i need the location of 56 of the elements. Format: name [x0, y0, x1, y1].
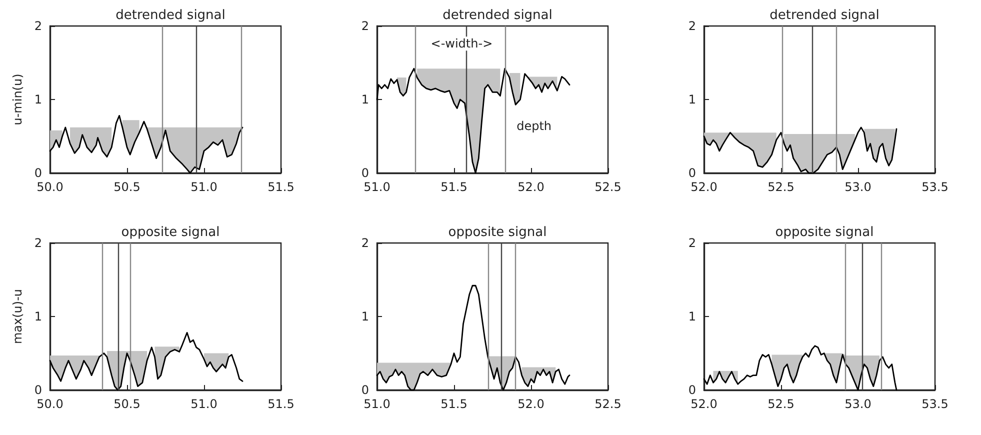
chart-title: opposite signal [121, 225, 220, 240]
x-tick-label: 51.5 [440, 180, 468, 194]
x-tick-label: 50.5 [114, 397, 140, 411]
y-axis-title: max(u)-u [10, 288, 24, 344]
y-tick-label: 2 [34, 236, 42, 250]
line-series [703, 345, 898, 391]
y-tick-label: 2 [688, 19, 696, 33]
y-tick-label: 0 [361, 383, 369, 397]
x-tick-label: 53.5 [922, 397, 948, 411]
y-tick-label: 2 [688, 236, 696, 250]
x-tick-label: 52.0 [518, 397, 544, 411]
x-tick-label: 51.5 [440, 397, 468, 411]
y-tick-label: 1 [361, 92, 369, 106]
y-tick-label: 0 [688, 383, 696, 397]
y-tick-label: 0 [34, 166, 42, 180]
x-tick-label: 51.0 [190, 397, 218, 411]
annotation: depth [516, 118, 552, 133]
x-tick-label: 52.0 [690, 180, 718, 194]
line-series [376, 68, 570, 174]
x-tick-label: 50.5 [114, 180, 140, 194]
x-tick-label: 50.0 [36, 397, 64, 411]
y-tick-label: 2 [34, 19, 42, 33]
y-tick-label: 1 [688, 310, 696, 324]
x-tick-label: 51.0 [364, 180, 390, 194]
x-tick-label: 50.0 [36, 180, 64, 194]
y-tick-label: 1 [688, 92, 696, 106]
y-tick-label: 2 [361, 19, 369, 33]
annotation: <-width-> [430, 36, 493, 51]
y-tick-label: 1 [34, 310, 42, 324]
y-tick-label: 0 [361, 166, 369, 180]
x-tick-label: 52.0 [690, 397, 718, 411]
chart-title: detrended signal [442, 8, 552, 23]
x-tick-label: 53.5 [922, 180, 948, 194]
chart-title: detrended signal [770, 8, 880, 23]
line-series [376, 284, 570, 391]
y-tick-label: 1 [34, 92, 42, 106]
y-tick-label: 0 [688, 166, 696, 180]
x-tick-label: 53.0 [844, 397, 872, 411]
y-tick-label: 2 [361, 236, 369, 250]
x-tick-label: 51.0 [364, 397, 390, 411]
x-tick-label: 52.5 [768, 180, 794, 194]
x-tick-label: 52.0 [518, 180, 544, 194]
x-tick-label: 52.5 [594, 397, 622, 411]
x-tick-label: 51.0 [190, 180, 218, 194]
x-tick-label: 52.5 [768, 397, 794, 411]
x-tick-label: 51.5 [268, 397, 294, 411]
chart-title: opposite signal [775, 225, 874, 240]
x-tick-label: 53.0 [844, 180, 872, 194]
chart-title: detrended signal [116, 8, 226, 23]
chart-title: opposite signal [448, 225, 547, 240]
y-tick-label: 0 [34, 383, 42, 397]
x-tick-label: 52.5 [594, 180, 622, 194]
line-series [49, 332, 244, 391]
y-axis-title: u-min(u) [10, 74, 24, 126]
y-tick-label: 1 [361, 310, 369, 324]
x-tick-label: 51.5 [268, 180, 294, 194]
